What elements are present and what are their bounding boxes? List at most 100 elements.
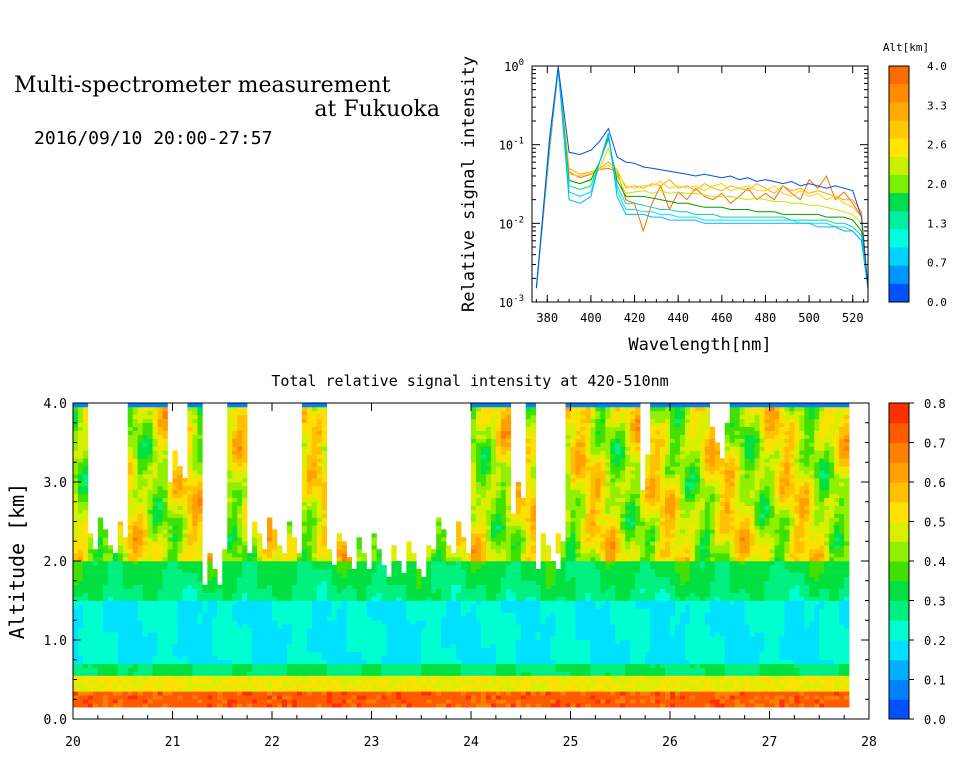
heatmap-cell [82,628,89,633]
heatmap-cell [147,659,153,664]
heatmap-cell [371,572,377,578]
heatmap-cell [197,576,203,582]
heatmap-cell [227,422,233,427]
heatmap-cell [286,636,293,641]
heatmap-cell [82,541,89,546]
heatmap-cell [152,655,158,661]
heatmap-cell [227,403,233,408]
heatmap-cell [172,695,178,700]
heatmap-cell [157,497,163,503]
heatmap-cell [456,687,462,692]
heatmap-cell [232,501,238,506]
heatmap-cell [406,655,412,661]
heatmap-cell [401,683,407,688]
heatmap-cell [490,604,497,609]
heatmap-cell [82,624,89,629]
heatmap-cell [485,703,492,708]
heatmap-cell [117,604,124,609]
heatmap-cell [475,426,482,431]
heatmap-cell [262,620,268,625]
heatmap-cell [306,640,313,645]
heatmap-cell [172,493,178,499]
heatmap-cell [495,513,502,518]
heatmap-cell [356,604,362,609]
heatmap-cell [301,482,308,487]
heatmap-cell [137,517,143,522]
heatmap-cell [77,584,84,589]
heatmap-cell [371,647,377,653]
heatmap-cell [167,545,173,550]
heatmap-cell [371,691,377,696]
heatmap-cell [436,525,442,530]
heatmap-cell [172,509,178,514]
heatmap-cell [366,691,372,696]
heatmap-cell [167,620,173,625]
heatmap-cell [237,691,243,696]
heatmap-cell [381,703,387,708]
heatmap-cell [152,442,158,447]
heatmap-cell [386,596,392,601]
heatmap-cell [232,580,238,585]
heatmap-cell [272,655,278,661]
heatmap-cell [162,426,168,431]
heatmap-cell [187,482,193,487]
heatmap-cell [192,561,198,566]
heatmap-cell [471,454,477,459]
heatmap-cell [142,525,148,530]
heatmap-cell [421,592,427,597]
heatmap-cell [480,636,487,641]
heatmap-cell [500,600,507,605]
heatmap-cell [222,612,228,617]
heatmap-cell [107,651,114,657]
heatmap-cell [431,616,437,621]
heatmap-cell [77,509,84,514]
heatmap-cell [451,640,457,645]
heatmap-cell [102,592,109,597]
heatmap-cell [386,620,392,625]
heatmap-cell [456,683,462,688]
heatmap-cell [112,568,119,574]
heatmap-cell [112,612,119,617]
heatmap-cell [301,679,308,684]
heatmap-cell [177,572,183,578]
heatmap-cell [162,703,168,708]
heatmap-cell [147,493,153,499]
heatmap-cell [436,592,442,597]
heatmap-cell [73,695,79,700]
heatmap-cell [242,434,248,439]
heatmap-cell [102,647,109,653]
heatmap-cell [505,643,512,649]
heatmap-cell [316,691,323,696]
heatmap-cell [301,667,308,672]
heatmap-cell [77,406,84,412]
heatmap-cell [102,695,109,700]
heatmap-cell [301,403,308,408]
heatmap-cell [441,549,447,554]
heatmap-cell [187,612,193,617]
heatmap-cell [92,675,99,680]
heatmap-cell [291,620,298,625]
heatmap-cell [341,632,347,637]
heatmap-cell [227,679,233,684]
heatmap-cell [331,628,337,633]
heatmap-cell [386,632,392,637]
heatmap-cell [500,406,507,412]
heatmap-cell [386,600,392,605]
heatmap-cell [436,553,442,558]
heatmap-cell [177,679,183,684]
heatmap-cell [485,442,492,447]
heatmap-cell [77,458,84,463]
heatmap-cell [132,406,138,412]
heatmap-cell [311,568,318,574]
heatmap-cell [132,568,138,574]
heatmap-cell [316,470,323,475]
heatmap-cell [232,659,238,664]
heatmap-cell [311,576,318,582]
heatmap-cell [242,576,248,582]
heatmap-cell [107,580,114,585]
heatmap-cell [227,624,233,629]
heatmap-cell [505,604,512,609]
heatmap-cell [346,612,352,617]
heatmap-cell [232,655,238,661]
heatmap-cell [232,628,238,633]
